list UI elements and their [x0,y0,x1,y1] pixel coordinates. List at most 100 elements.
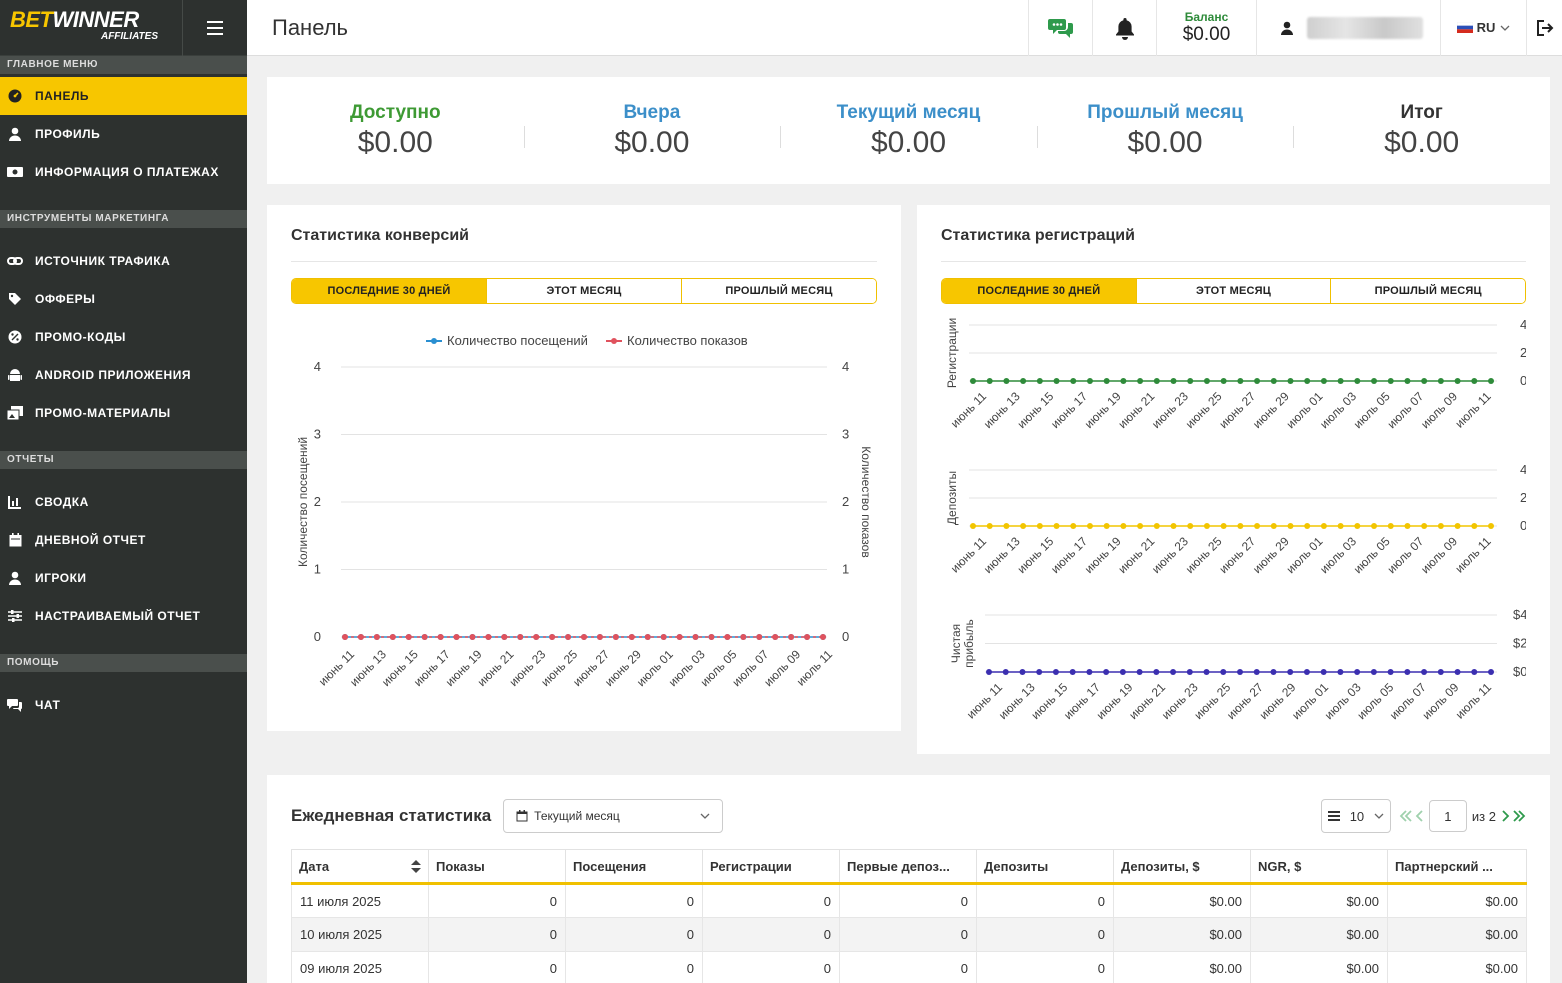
column-header[interactable]: NGR, $ [1250,849,1388,885]
chevron-down-icon [700,813,710,819]
tag-icon [7,292,23,306]
next-page-icon[interactable] [1501,809,1510,823]
sidebar-item-label: ПАНЕЛЬ [35,89,90,103]
calendar-icon [7,533,23,547]
data-point [1287,523,1294,529]
data-point [1153,378,1160,384]
sidebar-item-sliders[interactable]: НАСТРАИВАЕМЫЙ ОТЧЕТ [0,597,247,635]
table-cell: 0 [702,917,840,952]
sidebar-item-android[interactable]: ANDROID ПРИЛОЖЕНИЯ [0,356,247,394]
data-point [389,634,396,640]
balance-widget: Баланс $0.00 [1156,0,1256,56]
sidebar-item-percent[interactable]: ПРОМО-КОДЫ [0,318,247,356]
data-point [1203,378,1210,384]
y-axis-label: Регистрации [945,318,959,388]
period-select[interactable]: Текущий месяц [503,799,724,833]
chevron-down-icon [1374,813,1384,819]
data-point [1203,523,1210,529]
data-point [1454,378,1461,384]
table-cell: 0 [976,883,1114,918]
android-icon [7,368,23,382]
legend-item: Количество посещений [426,333,588,348]
list-icon [1327,811,1340,821]
sidebar-item-money[interactable]: ИНФОРМАЦИЯ О ПЛАТЕЖАХ [0,153,247,191]
logo[interactable]: BETWINNER AFFILIATES [0,0,183,56]
logout-button[interactable] [1526,0,1562,56]
data-point [1488,523,1494,529]
sidebar-item-link[interactable]: ИСТОЧНИК ТРАФИКА [0,242,247,280]
x-tick-label: июнь 27 [1216,534,1258,576]
sidebar-item-tag[interactable]: ОФФЕРЫ [0,280,247,318]
data-point [1086,669,1093,675]
rows-per-page-select[interactable]: 10 [1320,799,1391,833]
summary-label: Вчера [623,101,681,123]
x-tick-label: июнь 27 [1216,389,1258,431]
column-header[interactable]: Депозиты, $ [1113,849,1251,885]
data-point [469,634,476,640]
y-tick-left: 2 [314,494,321,509]
user-menu[interactable] [1256,0,1440,56]
table-cell: $0.00 [1250,917,1388,952]
column-header[interactable]: Первые депоз... [839,849,977,885]
column-header-label: Депозиты, $ [1121,858,1200,874]
summary-item: Доступно $0.00 [267,102,524,160]
column-header[interactable]: Дата [291,849,429,885]
column-header[interactable]: Партнерский ... [1387,849,1527,885]
column-header[interactable]: Показы [428,849,566,885]
sidebar-item-calendar[interactable]: ДНЕВНОЙ ОТЧЕТ [0,521,247,559]
last-page-icon[interactable] [1512,809,1526,823]
data-point [1371,523,1378,529]
y-tick: 4 [1520,317,1526,332]
conversion-period-tabs: ПОСЛЕДНИЕ 30 ДНЕЙ ЭТОТ МЕСЯЦ ПРОШЛЫЙ МЕС… [291,278,877,304]
data-point [1237,378,1244,384]
column-header[interactable]: Посещения [565,849,703,885]
sidebar-item-user[interactable]: ИГРОКИ [0,559,247,597]
sliders-icon [7,609,23,623]
legend-marker [611,338,617,344]
y-axis-label-right: Количество показов [859,446,873,557]
summary-item: Текущий месяц $0.00 [780,102,1037,160]
menu-toggle-button[interactable] [183,0,247,56]
tab-last-30-days[interactable]: ПОСЛЕДНИЕ 30 ДНЕЙ [292,279,486,303]
tab-this-month[interactable]: ЭТОТ МЕСЯЦ [1135,279,1331,303]
data-point [421,634,428,640]
data-point [1337,378,1344,384]
sidebar-item-chat[interactable]: ЧАТ [0,686,247,724]
prev-page-icon[interactable] [1415,809,1424,823]
tab-this-month[interactable]: ЭТОТ МЕСЯЦ [486,279,681,303]
daily-stats-title: Ежедневная статистика [291,806,492,825]
notifications-button[interactable] [1092,0,1156,56]
sort-icon[interactable] [411,860,421,876]
table-cell: 0 [976,951,1114,983]
tab-last-month[interactable]: ПРОШЛЫЙ МЕСЯЦ [1330,279,1525,303]
tab-last-30-days[interactable]: ПОСЛЕДНИЕ 30 ДНЕЙ [942,279,1136,303]
data-point [1187,378,1194,384]
sidebar-item-chart[interactable]: СВОДКА [0,483,247,521]
daily-stats-table: Дата Показы Посещения Регистрации Первые деп… [291,849,1527,983]
nav-section-heading: ГЛАВНОЕ МЕНЮ [0,56,247,74]
y-tick-left: 4 [314,359,321,374]
user-icon [1281,21,1293,35]
data-point [676,634,683,640]
table-header-row: Дата Показы Посещения Регистрации Первые деп… [291,849,1527,885]
first-page-icon[interactable] [1399,809,1413,823]
sidebar-item-dashboard[interactable]: ПАНЕЛЬ [0,77,247,115]
calendar-icon [516,810,528,822]
data-point [1471,378,1478,384]
sidebar-item-user[interactable]: ПРОФИЛЬ [0,115,247,153]
table-cell: 0 [839,883,977,918]
tab-last-month[interactable]: ПРОШЛЫЙ МЕСЯЦ [681,279,876,303]
table-cell: 0 [839,951,977,983]
sidebar-item-images[interactable]: ПРОМО-МАТЕРИАЛЫ [0,394,247,432]
column-header[interactable]: Регистрации [702,849,840,885]
page-number-input[interactable]: 1 [1428,800,1467,832]
chat-button[interactable] [1028,0,1092,56]
x-tick-label: июнь 15 [1014,534,1056,576]
summary-label: Итог [1400,101,1443,123]
column-header[interactable]: Депозиты [976,849,1114,885]
data-point [1354,669,1361,675]
language-selector[interactable]: RU [1440,0,1526,56]
table-cell: $0.00 [1387,883,1527,918]
period-select-value: Текущий месяц [534,809,620,823]
images-icon [7,406,23,420]
